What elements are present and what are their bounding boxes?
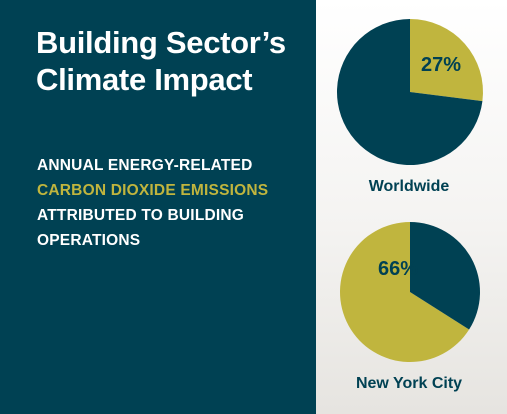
subtitle: ANNUAL ENERGY-RELATED CARBON DIOXIDE EMI… [37,153,307,253]
pie-slice-new-york-city-other [410,222,480,330]
title-line-2: Climate Impact [36,62,253,97]
pie-slice-worldwide-buildings [410,19,483,102]
pie-value-label-new-york-city: 66% [378,258,418,280]
pie-title-worldwide: Worldwide [369,178,450,195]
pie-slices-worldwide [336,18,483,165]
pie-slice-worldwide-other [336,18,483,165]
pie-slice-new-york-city-buildings [339,222,470,362]
left-panel: Building Sector’s Climate Impact ANNUAL … [0,0,316,414]
subtitle-line-4: OPERATIONS [37,232,141,249]
pie-chart-new-york-city: 66% New York City [339,222,480,392]
title-line-1: Building Sector’s [36,25,286,60]
pie-title-new-york-city: New York City [356,375,462,392]
pie-chart-worldwide: 27% Worldwide [336,18,483,195]
subtitle-highlight-line: CARBON DIOXIDE EMISSIONS [37,182,269,199]
pie-charts: 27% Worldwide 66% New York City [336,18,483,392]
page-title: Building Sector’s Climate Impact [36,24,306,98]
subtitle-line-1: ANNUAL ENERGY-RELATED [37,157,253,174]
pie-value-label-worldwide: 27% [421,54,461,76]
pie-slices-new-york-city [339,222,480,362]
subtitle-line-3: ATTRIBUTED TO BUILDING [37,207,245,224]
